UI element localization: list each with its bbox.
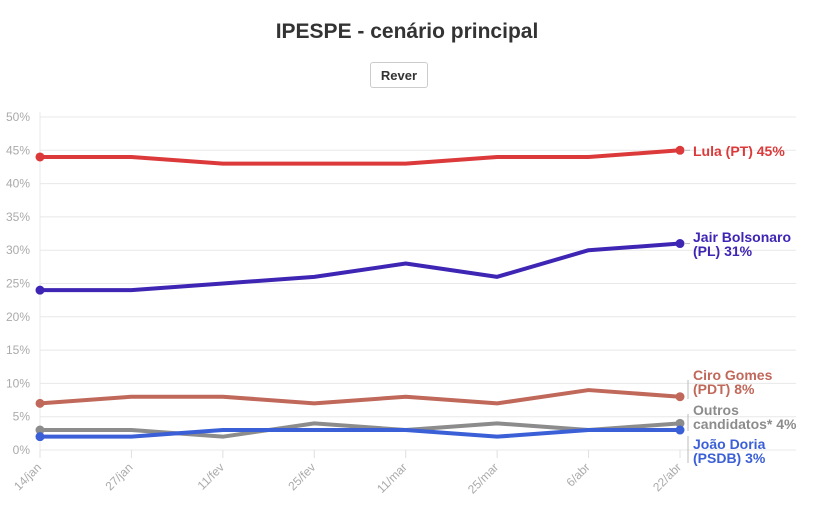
series-line xyxy=(38,421,682,439)
y-tick-label: 10% xyxy=(6,376,30,390)
series-label: João Doria xyxy=(693,436,766,452)
series-end-point xyxy=(675,418,685,428)
series-label: candidatos* 4% xyxy=(693,416,797,432)
series-labels: Lula (PT) 45% Jair Bolsonaro(PL) 31% Ciro … xyxy=(684,143,797,466)
series-lines xyxy=(35,145,685,442)
series-end-point xyxy=(675,145,685,155)
y-tick-label: 0% xyxy=(13,443,31,457)
series-label: (PDT) 8% xyxy=(693,381,755,397)
x-tick-label: 11/fev xyxy=(195,460,227,492)
series-label: Jair Bolsonaro xyxy=(693,229,791,245)
y-tick-label: 5% xyxy=(13,410,31,424)
chart-title: IPESPE - cenário principal xyxy=(275,20,539,43)
series-line xyxy=(38,148,682,166)
x-tick-label: 25/fev xyxy=(285,460,318,493)
x-tick-label: 27/jan xyxy=(103,460,136,493)
series-start-point xyxy=(35,432,45,442)
y-tick-label: 50% xyxy=(6,110,30,124)
y-axis-ticks: 0% 5% 10% 15% 20% 25% 30% 35% 40% 45% 50% xyxy=(6,110,30,457)
series-start-point xyxy=(35,285,45,295)
series-line xyxy=(38,428,682,439)
series-start-point xyxy=(35,398,45,408)
series-label: Outros xyxy=(693,402,739,418)
y-tick-label: 35% xyxy=(6,210,30,224)
y-tick-label: 45% xyxy=(6,143,30,157)
series-end-point xyxy=(675,425,685,435)
series-label: Ciro Gomes xyxy=(693,367,773,383)
series-line xyxy=(38,241,682,293)
x-axis-ticks: 14/jan 27/jan 11/fev 25/fev 11/mar 25/mar 6/ab… xyxy=(11,450,684,497)
series-start-point xyxy=(35,152,45,162)
series-end-point xyxy=(675,239,685,249)
series-label: (PL) 31% xyxy=(693,243,753,259)
series-line xyxy=(38,388,682,406)
replay-button[interactable]: Rever xyxy=(370,62,428,88)
series-start-point xyxy=(35,425,45,435)
y-tick-label: 40% xyxy=(6,177,30,191)
y-tick-label: 20% xyxy=(6,310,30,324)
y-tick-label: 15% xyxy=(6,343,30,357)
series-label: Lula (PT) 45% xyxy=(693,143,785,159)
x-tick-label: 14/jan xyxy=(11,460,44,493)
x-tick-label: 11/mar xyxy=(374,460,410,496)
x-tick-label: 22/abr xyxy=(650,460,684,494)
y-tick-label: 25% xyxy=(6,277,30,291)
x-tick-label: 25/mar xyxy=(465,460,501,496)
series-end-point xyxy=(675,392,685,402)
y-tick-label: 30% xyxy=(6,243,30,257)
x-tick-label: 6/abr xyxy=(563,460,592,489)
series-label: (PSDB) 3% xyxy=(693,450,766,466)
